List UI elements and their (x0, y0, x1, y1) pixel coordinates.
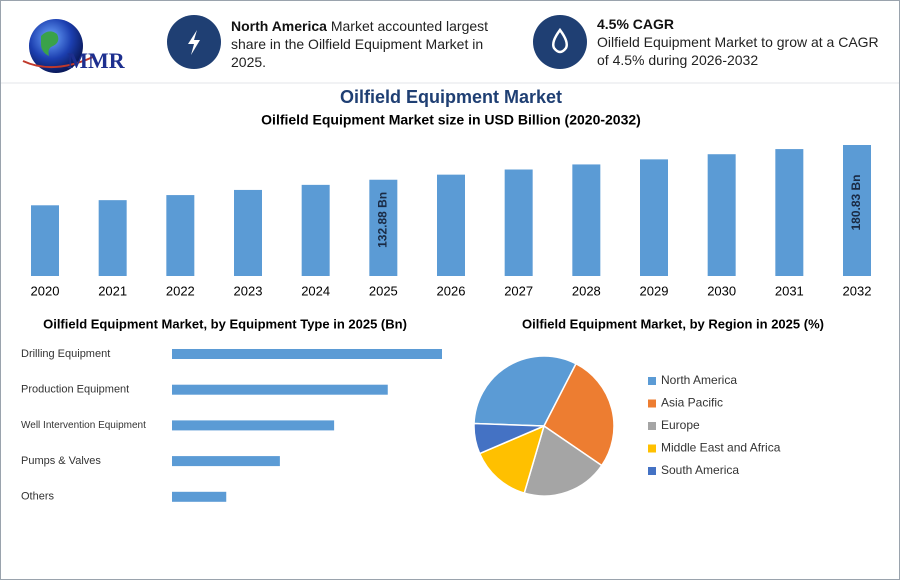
chart-title: Oilfield Equipment Market, by Region in … (522, 316, 824, 331)
bar (172, 384, 388, 395)
bar (369, 179, 398, 276)
page-title: Oilfield Equipment Market (340, 87, 562, 107)
icon-drop (533, 15, 587, 69)
legend-label: Europe (661, 418, 700, 432)
info-box-1: North America Market accounted largest s… (231, 17, 511, 71)
x-tick-label: 2020 (31, 283, 60, 298)
bar (172, 491, 227, 502)
y-tick-label: Pumps & Valves (21, 455, 101, 467)
value-label: 132.88 Bn (376, 192, 390, 248)
x-tick-label: 2025 (369, 283, 398, 298)
logo-text: MMR (67, 48, 126, 73)
bar (707, 154, 736, 276)
legend-label: North America (661, 373, 737, 387)
bar (31, 205, 59, 276)
legend-label: South America (661, 463, 739, 477)
x-tick-label: 2028 (572, 283, 601, 298)
x-tick-label: 2030 (707, 283, 736, 298)
logo-land (41, 31, 59, 56)
x-tick-label: 2029 (640, 283, 669, 298)
info-text: Market accounted largest share in the Oi… (231, 18, 489, 70)
bar (437, 174, 465, 276)
legend-label: Asia Pacific (661, 396, 723, 410)
x-tick-label: 2023 (234, 283, 263, 298)
y-tick-label: Others (21, 491, 55, 503)
bar (775, 149, 804, 276)
bar (172, 456, 280, 467)
pie-slice (523, 424, 603, 497)
pie-slice (473, 422, 545, 455)
legend-label: Middle East and Africa (661, 441, 781, 455)
bar (640, 159, 668, 276)
value-label: 180.83 Bn (849, 174, 863, 230)
x-tick-label: 2021 (98, 283, 127, 298)
bar (172, 349, 442, 359)
icon-bolt-glyph (188, 30, 200, 55)
legend-swatch (648, 444, 656, 453)
logo-globe (29, 19, 83, 73)
info-text: Oilfield Equipment Market to grow at a C… (597, 34, 879, 68)
y-tick-label: Well Intervention Equipment (21, 420, 146, 431)
chart-title: Oilfield Equipment Market size in USD Bi… (261, 112, 641, 128)
bar (234, 189, 262, 276)
x-tick-label: 2022 (166, 283, 195, 298)
bar (301, 184, 330, 276)
pie-slice (543, 362, 615, 467)
legend-swatch (648, 422, 656, 430)
pie-slice (473, 355, 578, 427)
y-tick-label: Production Equipment (21, 384, 129, 396)
x-tick-label: 2024 (301, 283, 330, 298)
chart-title: Oilfield Equipment Market, by Equipment … (43, 316, 407, 331)
x-tick-label: 2026 (437, 283, 466, 298)
bar (98, 200, 127, 276)
x-tick-label: 2031 (775, 283, 804, 298)
legend-swatch (648, 399, 656, 408)
info-highlight: North America (231, 18, 327, 34)
icon-drop-glyph (552, 27, 568, 54)
pie-slice (478, 424, 546, 495)
bar (572, 164, 601, 276)
logo: MMR (22, 19, 126, 73)
y-tick-label: Drilling Equipment (21, 348, 110, 360)
info-box-2: 4.5% CAGR Oilfield Equipment Market to gr… (597, 15, 887, 69)
legend-swatch (648, 377, 656, 385)
bar (166, 195, 195, 276)
bar (172, 420, 335, 431)
bar (843, 145, 871, 276)
bar (504, 169, 533, 276)
legend-swatch (648, 467, 656, 475)
x-tick-label: 2032 (843, 283, 872, 298)
logo-swoosh (22, 56, 94, 69)
x-tick-label: 2027 (504, 283, 533, 298)
info-highlight: 4.5% CAGR (597, 16, 675, 32)
